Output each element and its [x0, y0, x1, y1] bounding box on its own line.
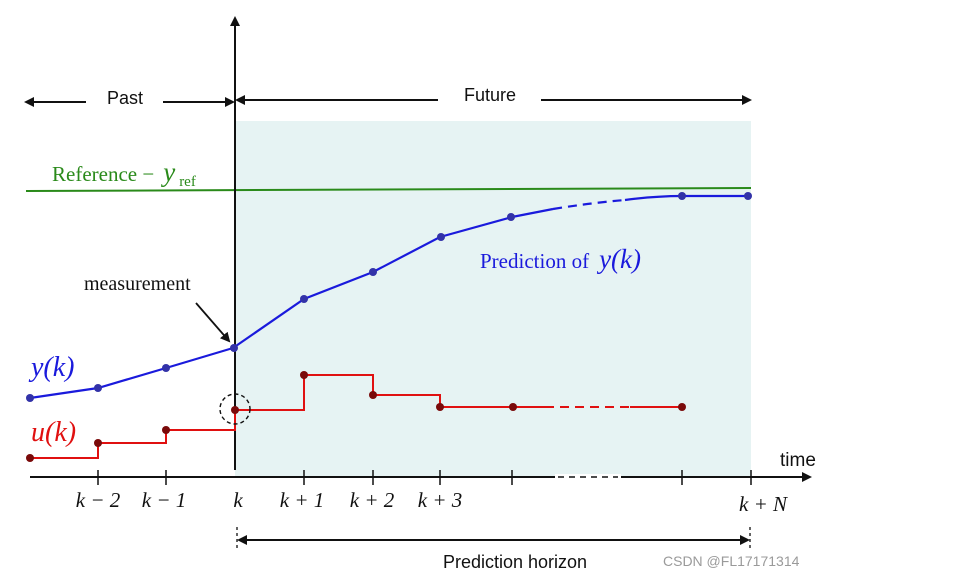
current-input-marker: [219, 393, 251, 425]
output-point: [26, 394, 34, 402]
output-past-curve: [29, 346, 234, 400]
input-point: [369, 391, 377, 399]
prediction-horizon-label: Prediction horizon: [443, 552, 587, 572]
output-label: y(k): [28, 352, 75, 383]
tick-label: k + 3: [418, 488, 463, 512]
input-point: [162, 426, 170, 434]
output-point: [437, 233, 445, 241]
input-point: [509, 403, 517, 411]
input-point: [678, 403, 686, 411]
watermark: CSDN @FL17171314: [663, 553, 800, 569]
input-point: [26, 454, 34, 462]
tick-label: k + 2: [350, 488, 395, 512]
input-point: [300, 371, 308, 379]
output-point: [230, 344, 238, 352]
output-point: [300, 295, 308, 303]
prediction-prefix: Prediction of: [480, 249, 589, 273]
reference-prefix: Reference −: [52, 162, 154, 186]
input-points: [26, 371, 686, 462]
axis-ticks: [97, 470, 752, 485]
input-past-staircase: [30, 410, 236, 459]
input-point: [94, 439, 102, 447]
axis-gap-mask: [555, 474, 621, 480]
output-prediction-curve: [232, 207, 554, 349]
reference-sub: ref: [179, 174, 196, 190]
measurement-arrow: [195, 302, 231, 343]
reference-label: Reference − y ref: [52, 157, 196, 190]
prediction-var: y(k): [596, 244, 641, 274]
tick-label: k − 2: [76, 488, 121, 512]
future-region: [235, 121, 751, 477]
input-point: [436, 403, 444, 411]
reference-var: y: [160, 157, 175, 187]
tick-label: k + N: [739, 492, 788, 516]
output-point: [162, 364, 170, 372]
output-points: [26, 192, 752, 402]
output-point: [94, 384, 102, 392]
output-point: [678, 192, 686, 200]
output-prediction-dashed: [552, 198, 626, 211]
tick-label: k + 1: [280, 488, 325, 512]
future-label: Future: [464, 85, 516, 105]
output-point: [744, 192, 752, 200]
time-label: time: [780, 450, 816, 471]
past-label: Past: [107, 88, 143, 108]
tick-label: k − 1: [142, 488, 187, 512]
tick-label: k: [233, 488, 243, 512]
output-point: [507, 213, 515, 221]
input-point: [231, 406, 239, 414]
output-point: [369, 268, 377, 276]
input-label: u(k): [31, 417, 76, 448]
prediction-label: Prediction of y(k): [480, 244, 641, 274]
measurement-label: measurement: [84, 273, 191, 295]
reference-line: [25, 187, 752, 192]
